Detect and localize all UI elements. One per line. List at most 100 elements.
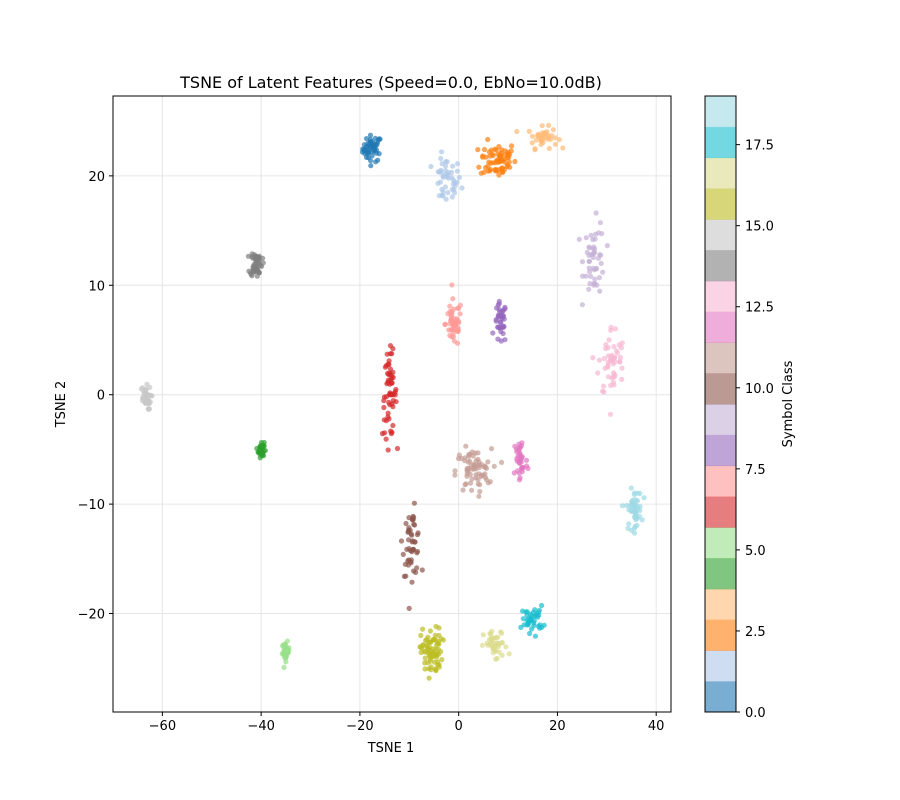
x-tick-label: 20 (549, 719, 566, 734)
scatter-point-class-11 (469, 487, 475, 493)
scatter-point-class-13 (601, 383, 607, 389)
scatter-point-class-10 (419, 567, 425, 573)
scatter-point-class-9 (593, 210, 599, 216)
scatter-point-class-19 (633, 497, 639, 503)
scatter-point-class-16 (436, 632, 442, 639)
scatter-point-class-8 (498, 338, 504, 344)
scatter-point-class-11 (474, 462, 480, 468)
scatter-point-class-9 (583, 235, 589, 241)
scatter-point-class-6 (383, 394, 389, 400)
scatter-point-class-2 (509, 143, 515, 149)
scatter-point-class-15 (146, 406, 153, 412)
scatter-point-class-1 (443, 159, 449, 165)
colorbar-segment (705, 681, 736, 713)
scatter-point-class-13 (606, 337, 612, 343)
scatter-point-class-12 (523, 457, 530, 463)
scatter-point-class-11 (477, 488, 483, 495)
scatter-point-class-13 (611, 344, 617, 350)
scatter-point-class-11 (488, 446, 495, 452)
scatter-point-class-9 (597, 220, 604, 226)
scatter-point-class-18 (520, 608, 526, 614)
scatter-point-class-7 (449, 282, 455, 288)
scatter-point-class-1 (450, 177, 456, 183)
scatter-point-class-6 (381, 398, 387, 404)
scatter-point-class-9 (586, 258, 593, 264)
x-tick-label: −60 (149, 719, 176, 734)
scatter-point-class-2 (494, 168, 500, 174)
scatter-point-class-8 (497, 324, 503, 330)
scatter-point-class-0 (368, 139, 374, 145)
scatter-point-class-6 (391, 390, 397, 397)
scatter-point-class-1 (456, 174, 462, 181)
scatter-point-class-3 (539, 123, 545, 129)
scatter-point-class-12 (516, 477, 523, 483)
scatter-point-class-13 (610, 370, 617, 376)
scatter-point-class-12 (512, 443, 518, 449)
scatter-point-class-3 (556, 137, 562, 143)
scatter-point-class-15 (138, 386, 144, 392)
scatter-point-class-13 (609, 375, 615, 381)
scatter-point-class-0 (372, 135, 378, 141)
scatter-point-class-5 (284, 638, 290, 644)
scatter-point-class-19 (641, 495, 647, 501)
colorbar-segment (705, 619, 736, 651)
scatter-point-class-7 (454, 317, 460, 323)
scatter-point-class-10 (405, 562, 411, 568)
scatter-point-class-17 (489, 638, 495, 644)
scatter-point-class-6 (390, 422, 396, 429)
colorbar-segment (705, 96, 736, 128)
scatter-point-class-16 (418, 632, 424, 639)
scatter-point-class-16 (430, 654, 436, 660)
scatter-point-class-10 (406, 605, 412, 612)
scatter-point-class-10 (405, 529, 411, 535)
scatter-point-class-11 (475, 481, 481, 487)
scatter-point-class-17 (479, 642, 485, 648)
scatter-point-class-7 (456, 305, 462, 311)
scatter-point-class-19 (637, 507, 643, 514)
scatter-point-class-1 (436, 193, 442, 199)
scatter-point-class-11 (471, 466, 477, 472)
scatter-point-class-6 (390, 374, 396, 381)
scatter-point-class-9 (600, 269, 606, 275)
scatter-point-class-0 (377, 136, 383, 142)
scatter-point-class-13 (614, 350, 621, 356)
scatter-point-class-14 (245, 253, 251, 259)
scatter-point-class-4 (261, 439, 267, 446)
colorbar-frame (704, 95, 737, 713)
scatter-point-class-17 (480, 632, 486, 638)
scatter-point-class-2 (476, 164, 482, 170)
scatter-point-class-19 (630, 501, 636, 507)
scatter-point-class-18 (531, 620, 537, 626)
scatter-point-class-18 (529, 626, 535, 632)
scatter-point-class-10 (408, 557, 414, 563)
scatter-point-class-11 (485, 459, 491, 465)
scatter-point-class-17 (498, 630, 505, 636)
scatter-point-class-3 (542, 130, 548, 136)
scatter-point-class-1 (445, 190, 451, 196)
scatter-point-class-10 (409, 532, 415, 538)
x-tick-label: −20 (346, 719, 373, 734)
scatter-point-class-0 (368, 163, 374, 169)
colorbar-segment (705, 157, 736, 189)
colorbar-tick-label: 17.5 (745, 139, 774, 154)
scatter-point-class-14 (253, 254, 259, 260)
scatter-point-class-8 (500, 330, 506, 337)
x-tick-label: 40 (648, 719, 665, 734)
scatter-point-class-9 (592, 281, 598, 287)
scatter-point-class-3 (533, 137, 540, 143)
scatter-point-class-0 (363, 136, 370, 142)
scatter-point-class-10 (400, 551, 406, 558)
scatter-point-class-11 (466, 453, 472, 459)
scatter-point-class-3 (529, 133, 536, 139)
scatter-point-class-11 (460, 487, 466, 493)
colorbar-tick-label: 10.0 (745, 382, 774, 397)
colorbar-segment (705, 496, 736, 528)
scatter-point-class-9 (588, 252, 594, 258)
scatter-point-class-11 (465, 468, 471, 474)
scatter-point-class-13 (619, 376, 625, 382)
scatter-point-class-19 (631, 491, 638, 498)
scatter-point-class-12 (525, 465, 531, 472)
scatter-point-class-11 (465, 459, 471, 465)
scatter-point-class-10 (409, 579, 415, 585)
scatter-point-class-0 (365, 149, 371, 155)
